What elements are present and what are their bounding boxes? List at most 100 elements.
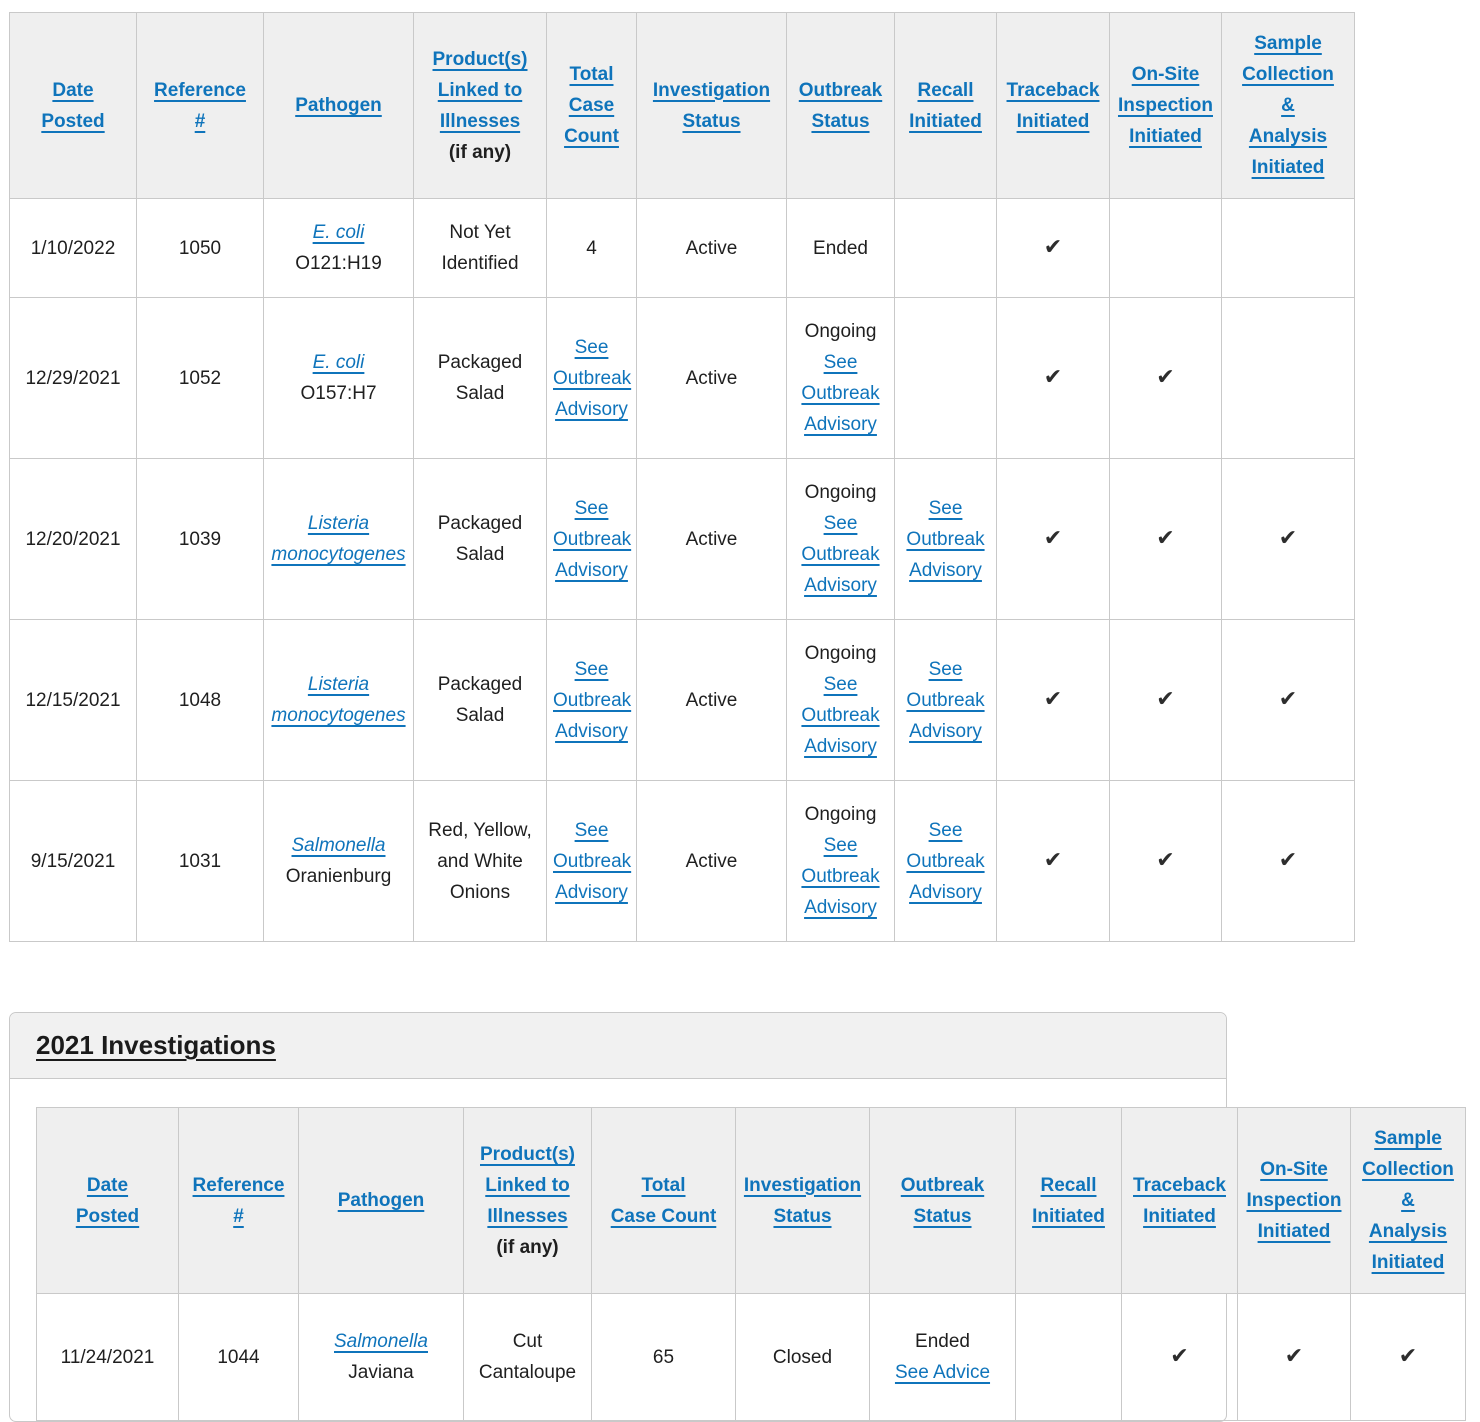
total-case-count-sort-link[interactable]: Total Case Count [564,64,619,147]
check-mark-icon: ✔ [1156,687,1175,712]
cell-text: 12/15/2021 [25,689,121,711]
header-row: Date Posted Reference # Pathogen Product(s)… [36,1107,1466,1294]
cell-outbreak-status: Ongoing See Outbreak Advisory [786,780,895,942]
total-case-count-sort-link[interactable]: Total Case Count [610,1174,717,1227]
products-linked-to-illnesses-suffix-label: (if any) [448,141,512,163]
cell-text: Packaged Salad [437,513,523,565]
products-linked-to-illnesses-sort-link[interactable]: Product(s) Linked to Illnesses [480,1143,575,1227]
check-mark-icon: ✔ [1278,526,1298,551]
outbreak-status-sort-link[interactable]: Outbreak Status [900,1174,985,1227]
on-site-inspection-initiated-sort-link[interactable]: On-Site Inspection Initiated [1117,64,1213,147]
cell-sample-collection-analysis-initiated [1221,297,1355,459]
recall-initiated-sort-link[interactable]: Recall Initiated [909,79,982,132]
section-2021-title[interactable]: 2021 Investigations [36,1030,276,1060]
traceback-initiated-sort-link[interactable]: Traceback Initiated [1006,79,1100,132]
cell-total-case-count: 4 [546,198,637,298]
cell-recall-initiated: See Outbreak Advisory [894,780,997,942]
pathogen-sort-link[interactable]: Pathogen [295,95,382,116]
sample-collection-analysis-initiated-sort-link[interactable]: Sample Collection & Analysis Initiated [1362,1128,1454,1273]
see-outbreak-advisory-link[interactable]: See Outbreak Advisory [801,352,880,435]
cell-reference-number: 1031 [136,780,264,942]
cell-text: 1039 [178,528,222,550]
cell-text: 1052 [178,367,222,389]
cell-investigation-status: Active [636,198,787,298]
table-row: 11/24/2021 1044 Salmonella Javiana Cut Canta… [36,1293,1466,1421]
see-outbreak-advisory-link[interactable]: See Outbreak Advisory [553,658,632,742]
cell-text: Ongoing [804,482,877,503]
see-outbreak-advisory-link[interactable]: See Outbreak Advisory [801,835,880,918]
salmonella-link[interactable]: Salmonella [291,835,386,856]
see-outbreak-advisory-link[interactable]: See Outbreak Advisory [553,336,632,420]
cell-traceback-initiated: ✔ [996,619,1110,781]
cell-date-posted: 9/15/2021 [9,780,137,942]
cell-total-case-count: See Outbreak Advisory [546,619,637,781]
see-advice-link[interactable]: See Advice [894,1362,991,1383]
cell-text: Active [685,850,738,872]
section-2021-investigations: 2021 Investigations Date Posted Reference… [9,1012,1466,1422]
cell-reference-number: 1039 [136,458,264,620]
check-mark-icon: ✔ [1278,687,1298,712]
cell-date-posted: 11/24/2021 [36,1293,179,1421]
cell-traceback-initiated: ✔ [1121,1293,1238,1421]
cell-outbreak-status: Ongoing See Outbreak Advisory [786,619,895,781]
cell-pathogen: E. coli O121:H19 [263,198,414,298]
cell-products-linked-to-illnesses: Red, Yellow, and White Onions [413,780,547,942]
cell-investigation-status: Closed [735,1293,870,1421]
listeria-monocytogenes-link[interactable]: Listeria monocytogenes [271,513,406,565]
reference-number-sort-link[interactable]: Reference # [154,79,246,132]
cell-text: O121:H19 [295,253,382,274]
outbreak-status-sort-link[interactable]: Outbreak Status [798,79,883,132]
section-2021-header-bar[interactable]: 2021 Investigations [10,1013,1226,1079]
see-outbreak-advisory-link[interactable]: See Outbreak Advisory [906,497,985,581]
cell-text: 9/15/2021 [30,850,116,872]
salmonella-link[interactable]: Salmonella [334,1331,428,1352]
date-posted-sort-link[interactable]: Date Posted [75,1174,140,1227]
see-outbreak-advisory-link[interactable]: See Outbreak Advisory [906,819,985,903]
col-header-reference-number: Reference # [136,12,264,199]
cell-outbreak-status: Ended [786,198,895,298]
col-header-sample-collection-analysis-initiated: Sample Collection & Analysis Initiated [1221,12,1355,199]
cell-products-linked-to-illnesses: Cut Cantaloupe [463,1293,592,1421]
products-linked-to-illnesses-sort-link[interactable]: Product(s) Linked to Illnesses [432,48,528,132]
sample-collection-analysis-initiated-sort-link[interactable]: Sample Collection & Analysis Initiated [1242,33,1334,178]
traceback-initiated-sort-link[interactable]: Traceback Initiated [1133,1174,1226,1227]
e-coli-link[interactable]: E. coli [312,352,365,373]
cell-reference-number: 1048 [136,619,264,781]
listeria-monocytogenes-link[interactable]: Listeria monocytogenes [271,674,406,726]
check-mark-icon: ✔ [1284,1344,1304,1369]
see-outbreak-advisory-link[interactable]: See Outbreak Advisory [801,674,880,757]
cell-text: Packaged Salad [437,352,523,404]
see-outbreak-advisory-link[interactable]: See Outbreak Advisory [553,819,632,903]
check-mark-icon: ✔ [1043,365,1063,390]
investigation-status-sort-link[interactable]: Investigation Status [652,79,771,132]
col-header-pathogen: Pathogen [263,12,414,199]
pathogen-sort-link[interactable]: Pathogen [337,1190,425,1211]
cell-on-site-inspection-initiated [1109,198,1222,298]
date-posted-sort-link[interactable]: Date Posted [41,79,105,132]
investigation-status-sort-link[interactable]: Investigation Status [743,1174,862,1227]
cell-text: 1/10/2022 [30,237,116,259]
cell-sample-collection-analysis-initiated: ✔ [1221,458,1355,620]
table-row: 9/15/2021 1031 Salmonella Oranienburg Red, Y… [9,780,1355,942]
see-outbreak-advisory-link[interactable]: See Outbreak Advisory [906,658,985,742]
on-site-inspection-initiated-sort-link[interactable]: On-Site Inspection Initiated [1246,1159,1342,1242]
cell-date-posted: 12/15/2021 [9,619,137,781]
cell-total-case-count: See Outbreak Advisory [546,458,637,620]
cell-pathogen: E. coli O157:H7 [263,297,414,459]
table-row: 12/29/2021 1052 E. coli O157:H7 Packaged Sal… [9,297,1355,459]
cell-on-site-inspection-initiated: ✔ [1109,458,1222,620]
cell-date-posted: 1/10/2022 [9,198,137,298]
cell-text: Red, Yellow, and White Onions [428,819,532,903]
see-outbreak-advisory-link[interactable]: See Outbreak Advisory [553,497,632,581]
see-outbreak-advisory-link[interactable]: See Outbreak Advisory [801,513,880,596]
cell-text: O157:H7 [300,383,377,404]
reference-number-sort-link[interactable]: Reference # [192,1174,285,1227]
cell-total-case-count: 65 [591,1293,736,1421]
recall-initiated-sort-link[interactable]: Recall Initiated [1032,1174,1105,1227]
col-header-on-site-inspection-initiated: On-Site Inspection Initiated [1109,12,1222,199]
check-mark-icon: ✔ [1156,526,1175,551]
cell-recall-initiated: See Outbreak Advisory [894,458,997,620]
cell-text: Cut Cantaloupe [478,1331,577,1383]
e-coli-link[interactable]: E. coli [312,222,365,243]
